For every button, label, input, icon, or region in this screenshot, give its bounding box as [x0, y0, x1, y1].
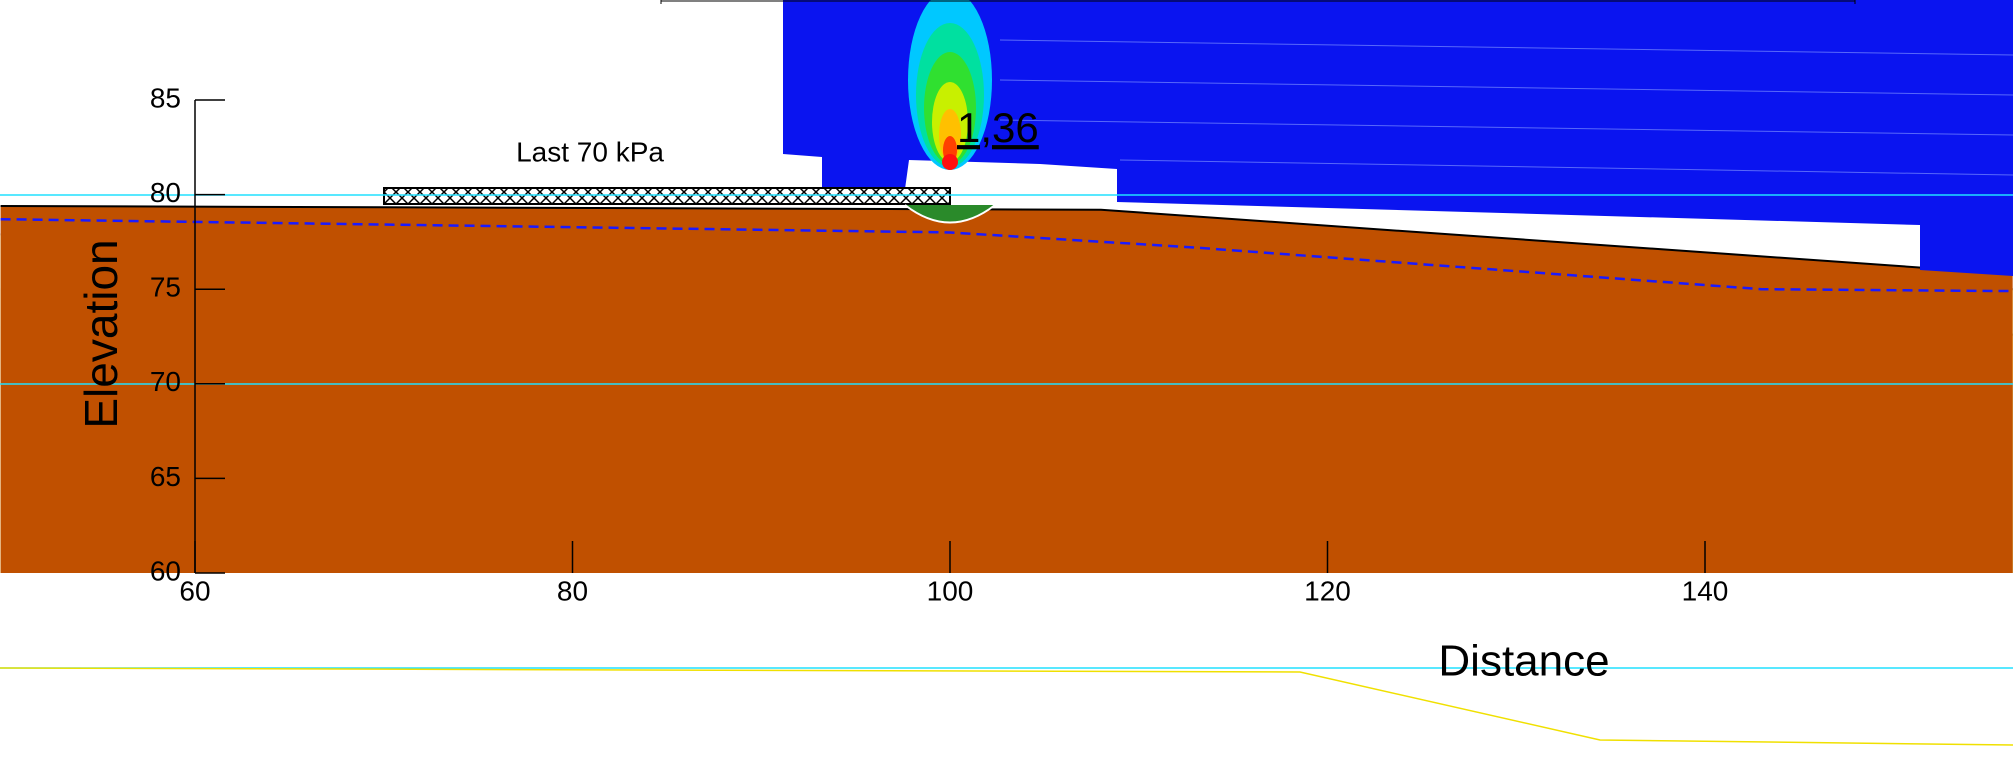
- y-tick-label: 70: [150, 366, 181, 397]
- safety-factor: 1,36: [957, 104, 1039, 151]
- chart: Elevation Distance 60 65 70 75 80 85 60 80 100 12…: [0, 0, 2013, 762]
- x-axis-label: Distance: [1438, 637, 1609, 686]
- x-tick-label: 100: [927, 575, 974, 606]
- y-tick-label: 75: [150, 272, 181, 303]
- y-tick-label: 65: [150, 461, 181, 492]
- load-label: Last 70 kPa: [516, 136, 664, 167]
- y-tick-label: 85: [150, 82, 181, 113]
- x-tick-label: 120: [1304, 575, 1351, 606]
- y-tick-label: 60: [150, 555, 181, 586]
- soil-layer: [1, 206, 2013, 573]
- y-axis-label: Elevation: [75, 239, 127, 428]
- layers: [1, 206, 2013, 573]
- x-tick-label: 60: [179, 575, 210, 606]
- x-tick-label: 140: [1682, 575, 1729, 606]
- load: [384, 188, 950, 204]
- profile-line: [0, 668, 2013, 745]
- x-tick-label: 80: [557, 575, 588, 606]
- y-tick-label: 80: [150, 177, 181, 208]
